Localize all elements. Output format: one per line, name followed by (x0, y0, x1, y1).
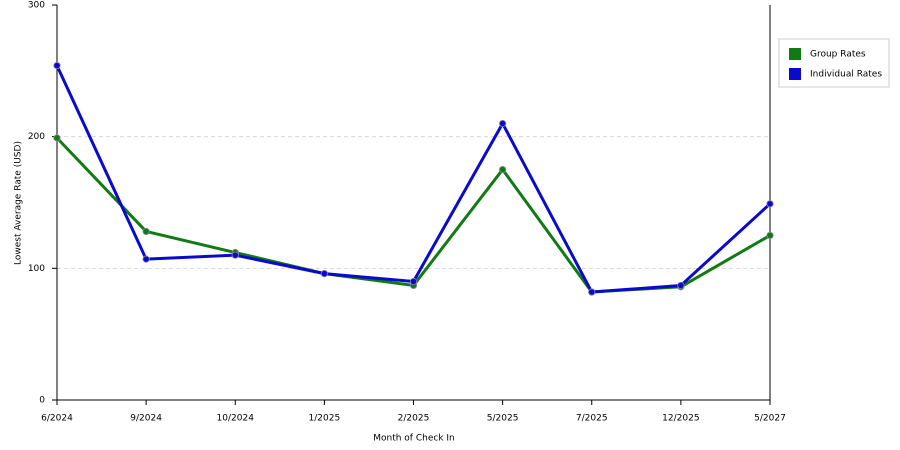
x-tick-label: 10/2024 (217, 414, 255, 424)
data-point (499, 119, 507, 128)
x-tick-label: 1/2025 (309, 414, 341, 424)
data-point (53, 61, 61, 70)
data-point (766, 200, 774, 208)
x-tick-label: 7/2025 (576, 414, 608, 424)
x-tick-label: 5/2027 (754, 414, 786, 424)
y-tick-label: 200 (28, 132, 45, 142)
legend-swatch (789, 48, 801, 60)
series-line (55, 64, 772, 294)
x-tick-label: 5/2025 (487, 414, 519, 424)
y-tick-label: 100 (28, 264, 45, 274)
data-point (142, 255, 150, 263)
legend-label: Individual Rates (810, 70, 882, 80)
data-point (142, 227, 150, 236)
x-tick-label: 6/2024 (41, 414, 73, 424)
data-point (677, 281, 685, 290)
data-point (588, 288, 596, 296)
data-point (53, 134, 61, 142)
data-point (320, 269, 328, 278)
x-tick-label: 12/2025 (662, 414, 699, 424)
x-tick-label: 2/2025 (398, 414, 430, 424)
data-point (409, 277, 418, 286)
data-point (499, 165, 507, 174)
y-tick-label: 300 (28, 1, 45, 11)
series-line (55, 136, 771, 294)
x-tick-label: 9/2024 (130, 414, 162, 424)
y-tick-label: 0 (39, 396, 45, 406)
data-point (231, 251, 239, 259)
legend-swatch (789, 68, 801, 80)
legend-label: Group Rates (810, 50, 866, 60)
y-axis-label: Lowest Average Rate (USD) (14, 141, 24, 265)
x-axis-label: Month of Check In (373, 434, 455, 444)
data-point (766, 231, 774, 240)
